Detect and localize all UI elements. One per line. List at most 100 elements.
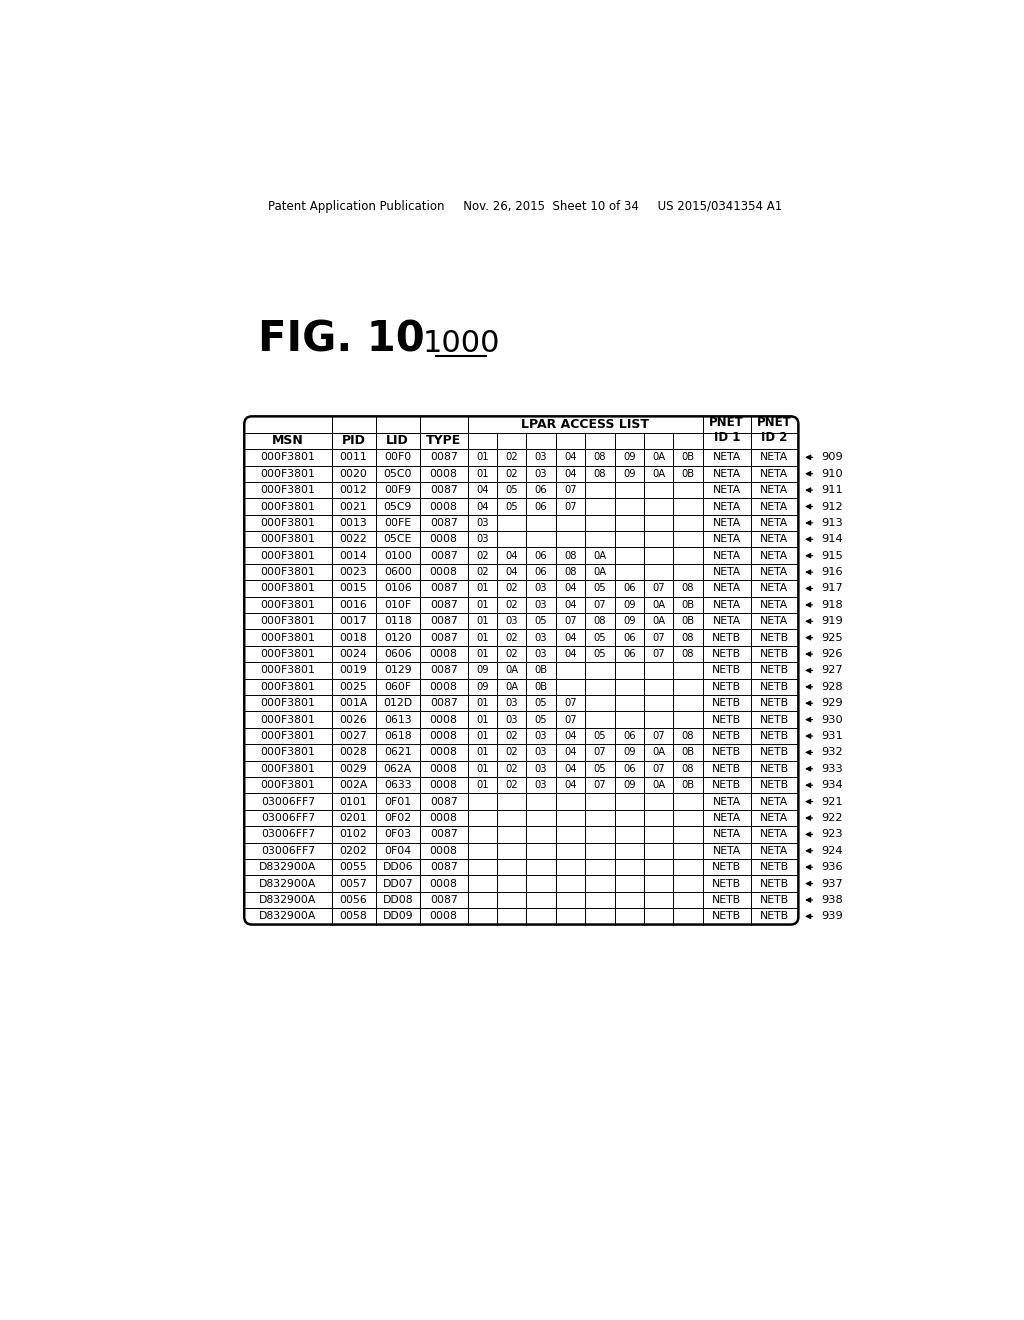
Text: 922: 922: [821, 813, 843, 822]
Text: NETA: NETA: [713, 486, 740, 495]
Text: 0008: 0008: [430, 469, 458, 479]
Text: D832900A: D832900A: [259, 895, 316, 906]
Text: 0618: 0618: [384, 731, 412, 741]
Text: 0A: 0A: [652, 599, 666, 610]
Text: 0087: 0087: [430, 599, 458, 610]
Text: 931: 931: [821, 731, 844, 741]
Text: 0087: 0087: [430, 486, 458, 495]
Text: 0057: 0057: [340, 879, 368, 888]
Text: 03: 03: [535, 764, 547, 774]
Text: 000F3801: 000F3801: [260, 698, 315, 709]
Text: 03006FF7: 03006FF7: [261, 813, 315, 822]
Text: 000F3801: 000F3801: [260, 632, 315, 643]
Text: 02: 02: [506, 731, 518, 741]
Text: 07: 07: [652, 764, 665, 774]
Text: 0F01: 0F01: [384, 796, 412, 807]
Text: 06: 06: [623, 731, 636, 741]
Text: 08: 08: [594, 469, 606, 479]
Text: 000F3801: 000F3801: [260, 517, 315, 528]
Text: 0008: 0008: [430, 846, 458, 855]
Text: NETA: NETA: [713, 796, 740, 807]
Text: 0008: 0008: [430, 568, 458, 577]
Text: 04: 04: [564, 583, 577, 594]
Text: D832900A: D832900A: [259, 862, 316, 873]
Text: 02: 02: [476, 568, 488, 577]
Text: 06: 06: [623, 583, 636, 594]
Text: 0008: 0008: [430, 731, 458, 741]
Text: 0026: 0026: [340, 714, 368, 725]
Text: NETA: NETA: [713, 535, 740, 544]
Text: NETA: NETA: [713, 568, 740, 577]
Text: 04: 04: [564, 731, 577, 741]
Text: 001A: 001A: [339, 698, 368, 709]
Text: 07: 07: [594, 599, 606, 610]
Text: 05: 05: [594, 632, 606, 643]
Text: 04: 04: [564, 649, 577, 659]
Text: 05: 05: [594, 764, 606, 774]
Text: 0087: 0087: [430, 895, 458, 906]
Text: NETB: NETB: [712, 632, 741, 643]
Text: 0A: 0A: [593, 550, 606, 561]
Text: 03: 03: [476, 535, 488, 544]
Text: 919: 919: [821, 616, 844, 626]
Text: NETA: NETA: [761, 517, 788, 528]
Text: 00FE: 00FE: [384, 517, 412, 528]
Text: 0022: 0022: [340, 535, 368, 544]
Text: 0020: 0020: [340, 469, 368, 479]
Text: NETA: NETA: [713, 517, 740, 528]
Text: 02: 02: [506, 599, 518, 610]
Text: 0028: 0028: [340, 747, 368, 758]
Text: 04: 04: [506, 550, 518, 561]
Text: 03: 03: [535, 469, 547, 479]
Text: 000F3801: 000F3801: [260, 682, 315, 692]
Text: 932: 932: [821, 747, 843, 758]
Text: 0058: 0058: [340, 911, 368, 921]
Text: TYPE: TYPE: [426, 434, 461, 447]
Text: 0087: 0087: [430, 550, 458, 561]
Text: DD09: DD09: [382, 911, 413, 921]
Text: 000F3801: 000F3801: [260, 453, 315, 462]
Text: 03: 03: [535, 632, 547, 643]
Text: 08: 08: [594, 453, 606, 462]
Text: 0008: 0008: [430, 747, 458, 758]
Text: 03006FF7: 03006FF7: [261, 796, 315, 807]
Text: 060F: 060F: [384, 682, 412, 692]
Text: 0633: 0633: [384, 780, 412, 791]
Text: 0008: 0008: [430, 502, 458, 512]
Text: NETB: NETB: [760, 747, 790, 758]
Text: 0B: 0B: [682, 469, 694, 479]
Text: 03: 03: [535, 649, 547, 659]
Text: NETB: NETB: [712, 665, 741, 676]
Text: 03: 03: [476, 517, 488, 528]
Text: 07: 07: [564, 616, 577, 626]
Text: 06: 06: [535, 486, 548, 495]
Text: 913: 913: [821, 517, 844, 528]
Text: NETB: NETB: [760, 879, 790, 888]
Text: 06: 06: [535, 550, 548, 561]
Text: 0A: 0A: [652, 780, 666, 791]
Text: 000F3801: 000F3801: [260, 502, 315, 512]
Text: 01: 01: [476, 780, 488, 791]
Text: 01: 01: [476, 583, 488, 594]
Text: 1000: 1000: [423, 329, 500, 358]
Text: 03: 03: [506, 698, 518, 709]
Text: 0024: 0024: [340, 649, 368, 659]
Text: NETB: NETB: [712, 879, 741, 888]
Text: 0A: 0A: [505, 665, 518, 676]
Text: 0029: 0029: [340, 764, 368, 774]
Text: 000F3801: 000F3801: [260, 780, 315, 791]
Text: 02: 02: [506, 469, 518, 479]
Text: 915: 915: [821, 550, 844, 561]
Text: 05C9: 05C9: [384, 502, 412, 512]
Text: 0008: 0008: [430, 714, 458, 725]
Text: 0B: 0B: [682, 616, 694, 626]
Text: 05CE: 05CE: [384, 535, 412, 544]
FancyBboxPatch shape: [245, 416, 799, 924]
Text: 05: 05: [506, 486, 518, 495]
Text: Patent Application Publication     Nov. 26, 2015  Sheet 10 of 34     US 2015/034: Patent Application Publication Nov. 26, …: [267, 199, 782, 213]
Text: 000F3801: 000F3801: [260, 616, 315, 626]
Text: 0087: 0087: [430, 665, 458, 676]
Text: 01: 01: [476, 453, 488, 462]
Text: 06: 06: [623, 632, 636, 643]
Text: 0120: 0120: [384, 632, 412, 643]
